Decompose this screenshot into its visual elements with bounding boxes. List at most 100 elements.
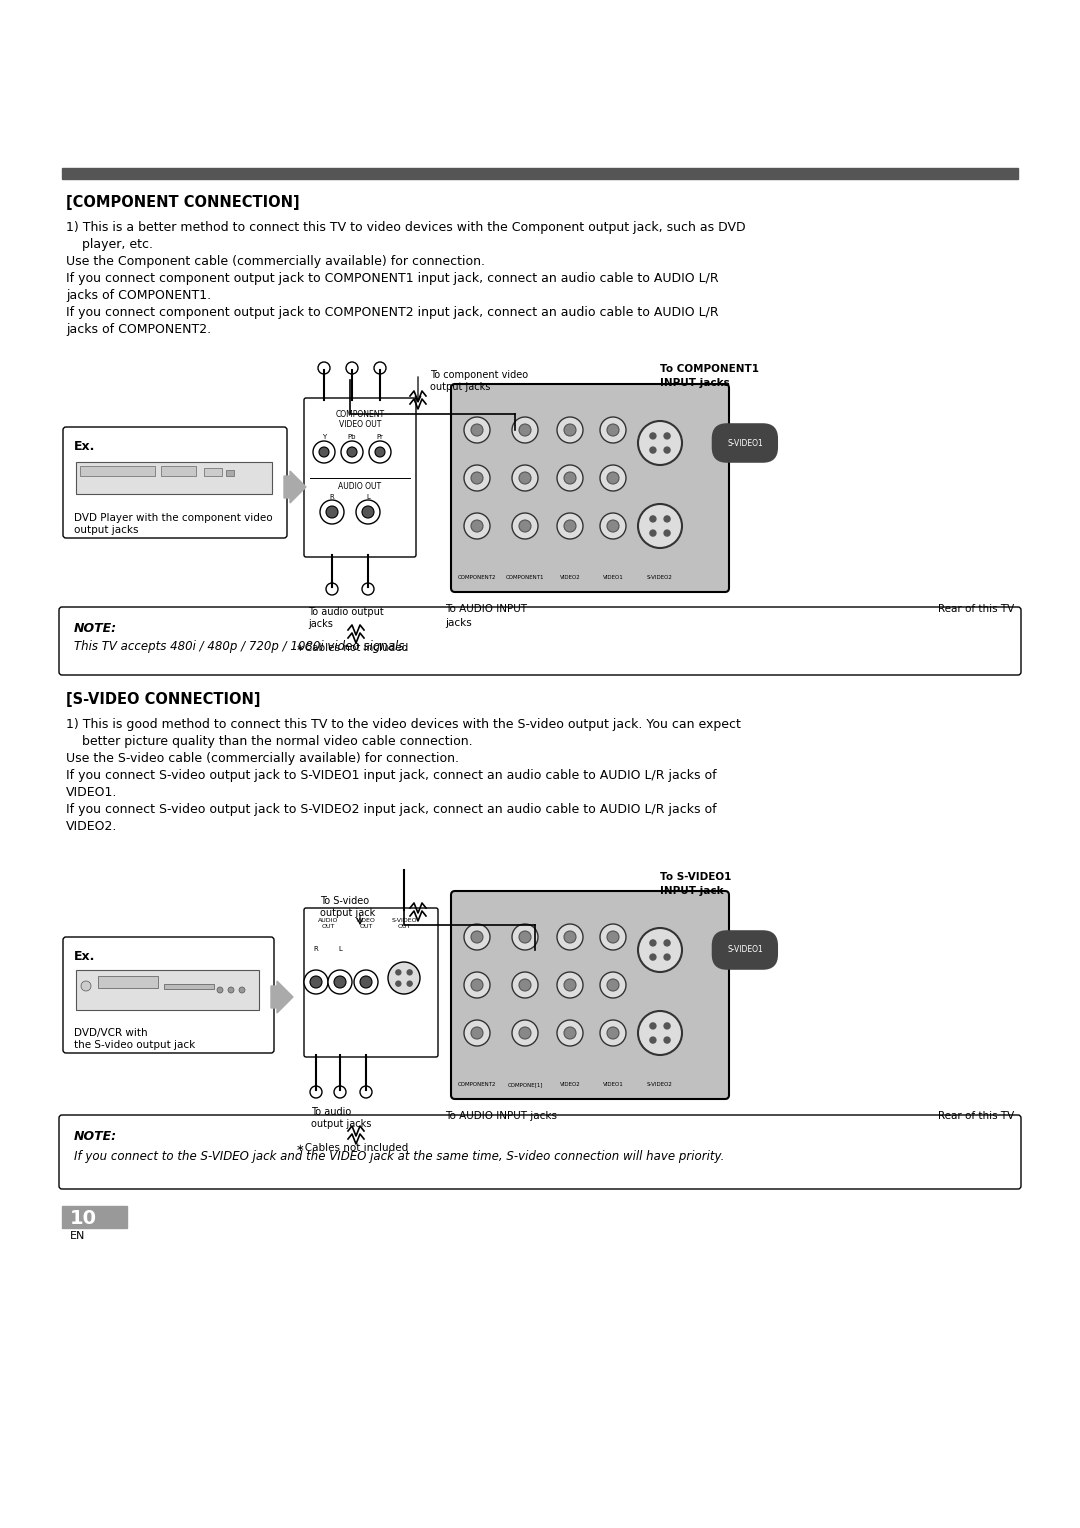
Text: If you connect S-video output jack to S-VIDEO2 input jack, connect an audio cabl: If you connect S-video output jack to S-…: [66, 804, 717, 816]
Circle shape: [360, 1086, 372, 1099]
Text: Ex.: Ex.: [75, 950, 95, 963]
Text: better picture quality than the normal video cable connection.: better picture quality than the normal v…: [66, 735, 473, 749]
Circle shape: [341, 442, 363, 463]
Bar: [161, 466, 195, 477]
Circle shape: [638, 504, 681, 549]
Text: Y: Y: [322, 434, 326, 440]
Circle shape: [600, 1021, 626, 1047]
Text: VIDEO1: VIDEO1: [603, 1082, 623, 1086]
Circle shape: [360, 976, 372, 989]
Text: INPUT jacks: INPUT jacks: [660, 377, 730, 388]
Text: output jacks: output jacks: [311, 1118, 372, 1129]
Circle shape: [664, 448, 670, 454]
Circle shape: [464, 417, 490, 443]
Text: To audio: To audio: [311, 1106, 351, 1117]
Text: COMPONENT2: COMPONENT2: [458, 575, 496, 581]
Circle shape: [519, 931, 531, 943]
Text: ∗Cables not included: ∗Cables not included: [296, 643, 408, 652]
Circle shape: [354, 970, 378, 995]
Circle shape: [512, 465, 538, 490]
Circle shape: [217, 987, 222, 993]
FancyBboxPatch shape: [63, 937, 274, 1053]
Text: DVD Player with the component video: DVD Player with the component video: [75, 513, 272, 523]
Circle shape: [318, 362, 330, 374]
Text: To AUDIO INPUT: To AUDIO INPUT: [445, 604, 527, 614]
Circle shape: [557, 465, 583, 490]
FancyBboxPatch shape: [451, 384, 729, 591]
Text: INPUT jack: INPUT jack: [660, 886, 724, 895]
Circle shape: [600, 924, 626, 950]
Circle shape: [471, 423, 483, 435]
Circle shape: [334, 1086, 346, 1099]
Circle shape: [81, 981, 91, 992]
Circle shape: [638, 927, 681, 972]
Circle shape: [347, 448, 357, 457]
FancyArrow shape: [284, 471, 306, 503]
Circle shape: [557, 924, 583, 950]
Circle shape: [519, 520, 531, 532]
Circle shape: [650, 1038, 656, 1044]
Text: Ex.: Ex.: [75, 440, 95, 452]
Text: [S-VIDEO CONNECTION]: [S-VIDEO CONNECTION]: [66, 692, 260, 707]
Circle shape: [607, 520, 619, 532]
Text: Use the S-video cable (commercially available) for connection.: Use the S-video cable (commercially avai…: [66, 752, 459, 766]
Circle shape: [362, 506, 374, 518]
Text: COMPONE[1]: COMPONE[1]: [508, 1082, 543, 1086]
Circle shape: [328, 970, 352, 995]
Text: player, etc.: player, etc.: [66, 238, 153, 251]
Bar: [164, 984, 214, 989]
Circle shape: [564, 979, 576, 992]
Circle shape: [303, 970, 328, 995]
Circle shape: [650, 448, 656, 454]
Circle shape: [326, 584, 338, 594]
Circle shape: [512, 972, 538, 998]
Text: If you connect component output jack to COMPONENT1 input jack, connect an audio : If you connect component output jack to …: [66, 272, 718, 286]
Text: 1) This is good method to connect this TV to the video devices with the S-video : 1) This is good method to connect this T…: [66, 718, 741, 730]
Circle shape: [374, 362, 386, 374]
Circle shape: [557, 513, 583, 539]
Text: AUDIO OUT: AUDIO OUT: [338, 481, 381, 490]
Circle shape: [471, 520, 483, 532]
Circle shape: [471, 979, 483, 992]
Circle shape: [228, 987, 234, 993]
Text: If you connect component output jack to COMPONENT2 input jack, connect an audio : If you connect component output jack to …: [66, 306, 718, 319]
Text: VIDEO1: VIDEO1: [603, 575, 623, 581]
Text: output jack: output jack: [320, 908, 375, 918]
Text: R: R: [313, 946, 319, 952]
Circle shape: [607, 979, 619, 992]
Circle shape: [396, 981, 401, 986]
Circle shape: [650, 432, 656, 439]
FancyArrow shape: [271, 981, 293, 1013]
Text: VIDEO
OUT: VIDEO OUT: [356, 918, 376, 929]
Circle shape: [564, 423, 576, 435]
Text: 10: 10: [70, 1209, 97, 1229]
Text: Pr: Pr: [377, 434, 383, 440]
Text: VIDEO1.: VIDEO1.: [66, 785, 118, 799]
Text: COMPONENT2: COMPONENT2: [458, 1082, 496, 1086]
Text: S-VIDEO1: S-VIDEO1: [727, 439, 762, 448]
Circle shape: [600, 465, 626, 490]
FancyBboxPatch shape: [59, 607, 1021, 675]
Circle shape: [564, 1027, 576, 1039]
Circle shape: [607, 1027, 619, 1039]
Circle shape: [638, 1012, 681, 1054]
Circle shape: [512, 924, 538, 950]
Text: DVD/VCR with: DVD/VCR with: [75, 1028, 148, 1038]
Circle shape: [638, 422, 681, 465]
Text: jacks: jacks: [308, 619, 333, 630]
Text: S-VIDEO2: S-VIDEO2: [647, 1082, 673, 1086]
Text: R: R: [329, 494, 335, 500]
Text: 1) This is a better method to connect this TV to video devices with the Componen: 1) This is a better method to connect th…: [66, 222, 745, 234]
FancyBboxPatch shape: [63, 426, 287, 538]
Circle shape: [607, 931, 619, 943]
Text: VIDEO OUT: VIDEO OUT: [339, 420, 381, 429]
FancyBboxPatch shape: [451, 891, 729, 1099]
Circle shape: [375, 448, 384, 457]
Circle shape: [650, 1022, 656, 1028]
Text: output jacks: output jacks: [430, 382, 490, 393]
Text: To COMPONENT1: To COMPONENT1: [660, 364, 759, 374]
Text: ∗Cables not included: ∗Cables not included: [296, 1143, 408, 1154]
Circle shape: [310, 1086, 322, 1099]
Circle shape: [519, 472, 531, 484]
Circle shape: [664, 1022, 670, 1028]
